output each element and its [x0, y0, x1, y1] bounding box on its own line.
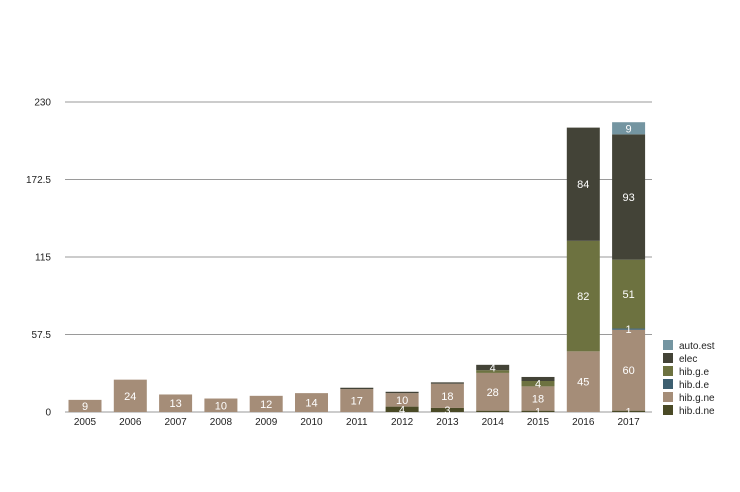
bar-hib.g.e-2015	[521, 381, 555, 387]
data-label-hib.g.ne-2011: 17	[351, 396, 363, 408]
bar-hib.g.e-2016	[566, 240, 600, 352]
bar-elec-2013	[430, 382, 464, 384]
data-label-elec-2016: 84	[577, 179, 589, 191]
legend-swatch-auto.est	[663, 340, 673, 350]
legend: auto.est elec hib.g.e hib.d.e hib.g.ne hib.d.…	[663, 340, 715, 417]
y-tick-label: 115	[35, 253, 51, 264]
data-label-hib.d.ne-2012: 4	[399, 404, 405, 416]
data-label-hib.g.ne-2008: 10	[215, 400, 227, 412]
data-label-hib.d.e-2017: 1	[626, 324, 632, 336]
legend-label-elec: elec	[679, 354, 697, 365]
legend-swatch-elec	[663, 353, 673, 363]
data-label-hib.g.e-2015: 4	[535, 379, 541, 391]
bar-elec-2014	[476, 364, 510, 371]
bar-hib.d.ne-2013	[430, 407, 464, 412]
bar-hib.g.ne-2017	[612, 329, 646, 411]
data-label-hib.g.ne-2012: 10	[396, 395, 408, 407]
y-tick-label: 57.5	[32, 330, 52, 341]
data-label-hib.g.ne-2006: 24	[124, 391, 136, 403]
data-label-hib.g.ne-2005: 9	[82, 401, 88, 413]
data-label-hib.g.ne-2013: 18	[441, 391, 453, 403]
x-tick-label: 2006	[119, 417, 142, 428]
bars	[68, 122, 646, 412]
bar-hib.g.ne-2005	[68, 399, 102, 412]
bar-hib.g.ne-2014	[476, 372, 510, 411]
bar-hib.g.ne-2008	[204, 398, 238, 412]
data-label-hib.g.ne-2016: 45	[577, 377, 589, 389]
bar-hib.g.ne-2010	[295, 393, 328, 412]
legend-swatch-hib.g.e	[663, 366, 673, 376]
x-tick-label: 2010	[300, 417, 323, 428]
legend-label-hib.g.ne: hib.g.ne	[679, 393, 715, 404]
bar-hib.g.ne-2009	[249, 395, 283, 412]
data-label-hib.d.ne-2013: 3	[444, 405, 450, 417]
bar-hib.d.ne-2017	[612, 410, 646, 412]
bar-hib.g.ne-2011	[340, 389, 374, 412]
y-axis-ticks: 0 57.5 115 172.5 230	[26, 98, 51, 419]
x-tick-label: 2009	[255, 417, 278, 428]
bar-hib.d.ne-2014	[476, 410, 510, 412]
bar-hib.g.ne-2006	[113, 379, 147, 412]
bar-hib.g.ne-2012	[385, 393, 419, 407]
bar-hib.g.ne-2016	[566, 351, 600, 412]
legend-swatch-hib.d.ne	[663, 405, 673, 415]
bar-hib.g.ne-2007	[159, 394, 193, 412]
x-tick-label: 2005	[74, 417, 97, 428]
data-label-elec-2017: 93	[622, 192, 634, 204]
bar-elec-2015	[521, 376, 555, 381]
bar-hib.g.e-2014	[476, 370, 510, 373]
bar-elec-2012	[385, 391, 419, 394]
bar-hib.d.ne-2012	[385, 406, 419, 412]
y-tick-label: 230	[34, 98, 51, 109]
bar-elec-2016	[566, 127, 600, 241]
data-label-hib.g.e-2017: 51	[622, 289, 634, 301]
data-label-hib.g.ne-2009: 12	[260, 399, 272, 411]
x-tick-label: 2008	[210, 417, 233, 428]
data-label-elec-2014: 4	[490, 363, 496, 375]
x-tick-label: 2007	[164, 417, 187, 428]
x-tick-label: 2015	[527, 417, 550, 428]
legend-swatch-hib.d.e	[663, 379, 673, 389]
grid-lines	[65, 101, 652, 413]
x-tick-label: 2013	[436, 417, 459, 428]
x-tick-label: 2017	[617, 417, 640, 428]
y-tick-label: 0	[45, 408, 51, 419]
data-label-hib.g.ne-2014: 28	[487, 387, 499, 399]
legend-label-auto.est: auto.est	[679, 341, 715, 352]
data-label-hib.d.ne-2017: 1	[626, 406, 632, 418]
data-label-hib.d.ne-2015: 1	[535, 406, 541, 418]
bar-hib.g.e-2017	[612, 259, 646, 329]
x-axis-ticks: 2005 2006 2007 2008 2009 2010 2011 2012 2013 2014…	[74, 417, 640, 428]
bar-hib.g.ne-2013	[430, 383, 464, 408]
x-tick-label: 2011	[346, 417, 368, 428]
x-tick-label: 2012	[391, 417, 414, 428]
bar-hib.g.ne-2015	[521, 386, 555, 411]
bar-hib.d.e-2017	[612, 328, 646, 330]
legend-label-hib.d.e: hib.d.e	[679, 380, 709, 391]
data-label-hib.g.e-2016: 82	[577, 291, 589, 303]
data-label-hib.g.ne-2007: 13	[169, 398, 181, 410]
data-label-hib.g.ne-2017: 60	[622, 365, 634, 377]
legend-label-hib.g.e: hib.g.e	[679, 367, 709, 378]
x-tick-label: 2016	[572, 417, 595, 428]
bar-hib.d.ne-2015	[521, 410, 555, 412]
legend-label-hib.d.ne: hib.d.ne	[679, 406, 715, 417]
bar-elec-2011	[340, 387, 374, 390]
data-label-auto.est-2017: 9	[626, 123, 632, 135]
x-tick-label: 2014	[482, 417, 505, 428]
data-label-hib.g.ne-2010: 14	[305, 398, 317, 410]
bar-elec-2017	[612, 134, 646, 260]
bar-auto.est-2017	[612, 122, 646, 135]
legend-swatch-hib.g.ne	[663, 392, 673, 402]
y-tick-label: 172.5	[26, 175, 51, 186]
data-label-hib.g.ne-2015: 18	[532, 394, 544, 406]
